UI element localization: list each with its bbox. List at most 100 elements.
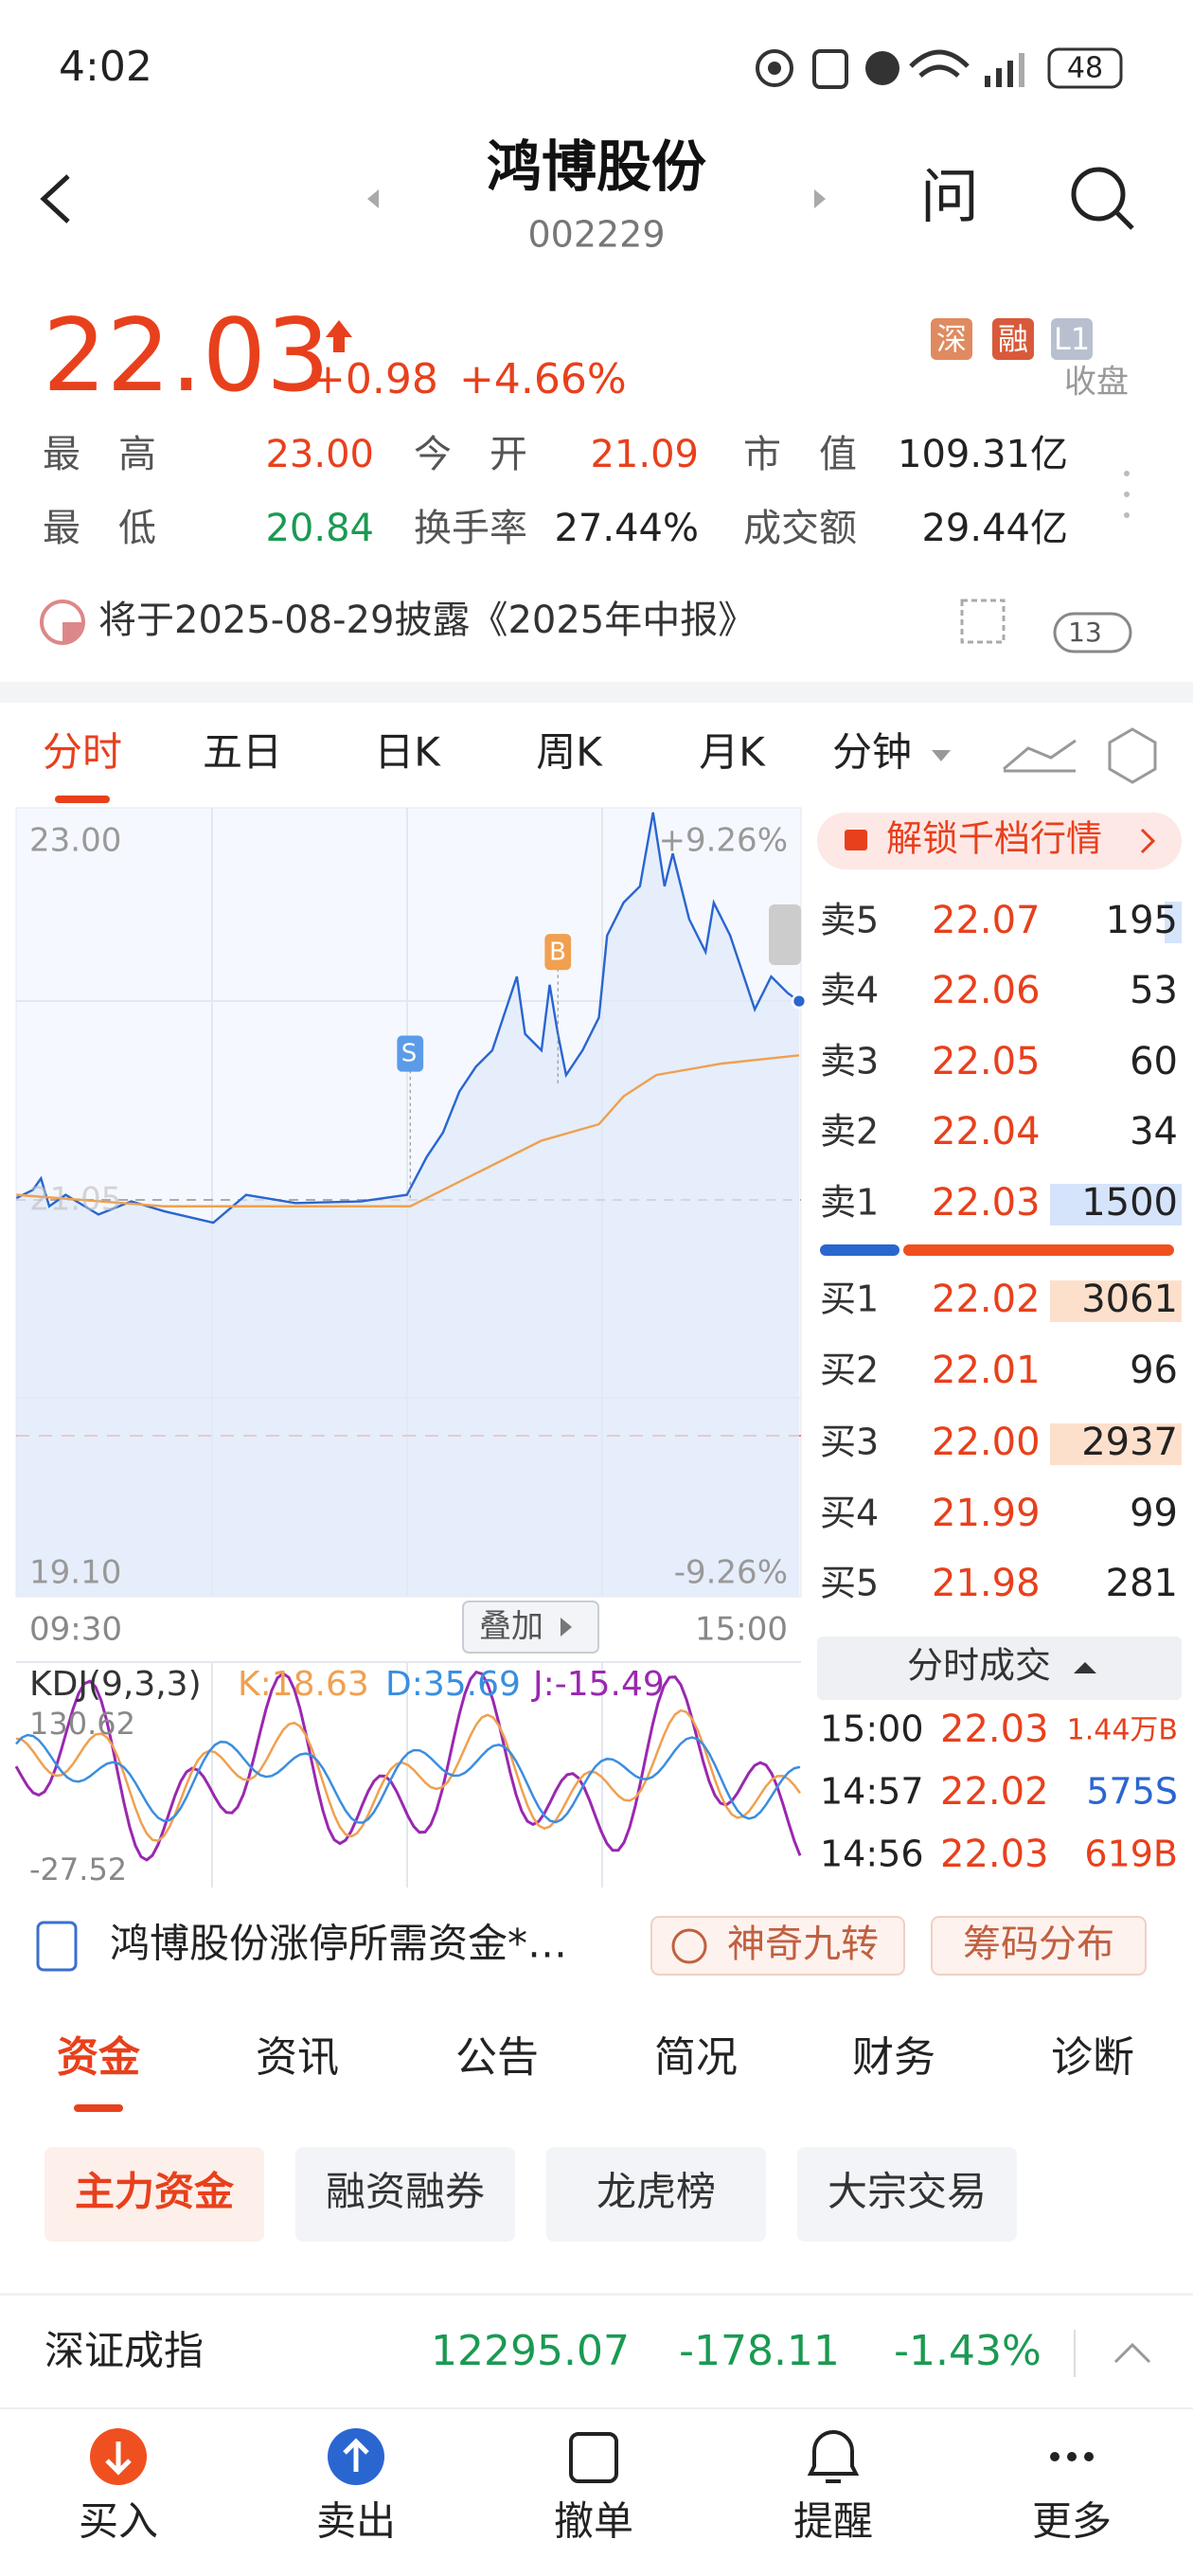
sub-tab[interactable] [295,2147,515,2242]
trade-time: 15:00 [820,1708,924,1750]
unlock-button[interactable] [817,813,1182,869]
trade-volume: 619B [1084,1834,1178,1875]
section-tab[interactable]: 财务 [852,2033,935,2082]
notice-count: 13 [1068,617,1102,648]
stat-label: 最 低 [43,507,156,550]
trade-price: 22.03 [940,1708,1049,1751]
unlock-label: 解锁千档行情 [886,818,1102,860]
back-button[interactable] [40,174,70,224]
ratio-sell [903,1244,1174,1256]
overlay-arrow [561,1618,572,1637]
more-icon [1050,2452,1059,2461]
kdj-max: 130.62 [29,1706,135,1742]
section-tab[interactable]: 简况 [654,2033,738,2082]
doc-icon [36,1921,78,1972]
book-volume: 281 [1106,1562,1178,1605]
up-arrow [326,320,352,352]
stat-value: 27.44% [554,507,699,550]
sub-tab-label: 大宗交易 [828,2169,987,2215]
book-price: 22.03 [932,1181,1041,1225]
chart-tab[interactable]: 分钟 [832,729,912,776]
section-tab[interactable]: 资讯 [256,2033,339,2082]
section-tab[interactable]: 公告 [455,2033,539,2082]
y-high: 23.00 [29,822,121,860]
nav-label[interactable]: 更多 [1032,2498,1112,2545]
notice-text[interactable]: 将于2025-08-29披露《2025年中报》 [98,599,756,642]
nav-label[interactable]: 提醒 [793,2498,873,2545]
book-price: 22.02 [932,1278,1041,1321]
trades-header[interactable] [817,1637,1182,1700]
kdj-grid [16,1661,801,1887]
calendar-icon[interactable] [960,599,1006,644]
nav-label[interactable]: 买入 [79,2498,158,2545]
collapse-handle[interactable] [769,904,801,965]
kdj-line [15,1708,802,1842]
time-end: 15:00 [695,1611,788,1649]
chips-button[interactable] [931,1916,1147,1976]
more-icon [1067,2452,1077,2461]
notice-count-badge[interactable] [1053,612,1132,653]
chart-tab[interactable]: 五日 [203,729,282,776]
kdj-line [14,1670,802,1862]
market-tag-label: 融 [998,321,1028,357]
market-tag [1051,318,1093,360]
sub-tab-label: 龙虎榜 [596,2169,716,2215]
nine-button[interactable] [650,1916,905,1976]
stat-value: 20.84 [265,507,374,550]
book-label: 买1 [820,1279,879,1320]
sub-tab[interactable] [45,2147,264,2242]
bell-icon [807,2430,860,2483]
section-underline [74,2104,123,2112]
index-pct: -1.43% [894,2327,1042,2375]
indicator-icon[interactable] [1003,739,1077,773]
market-tag [992,318,1034,360]
lock-icon [845,830,867,850]
nav-label[interactable]: 卖出 [316,2498,396,2545]
book-label: 卖1 [820,1182,879,1224]
nine-label: 神奇九转 [727,1923,879,1966]
section-tab[interactable]: 诊断 [1051,2033,1134,2082]
trade-volume: 575S [1086,1771,1178,1813]
book-price: 21.98 [932,1562,1041,1605]
book-label: 卖2 [820,1111,879,1153]
book-volume: 195 [1106,899,1178,942]
overlay-button[interactable] [462,1601,599,1654]
book-label: 卖4 [820,970,879,1011]
chart-tab[interactable]: 月K [699,729,766,776]
market-tag-label: 深 [936,321,967,357]
prev-stock[interactable] [367,189,379,208]
cancel-icon [569,2432,618,2483]
kdj-line [15,1733,801,1824]
book-price: 22.06 [932,969,1041,1012]
sub-tab[interactable] [797,2147,1017,2242]
price: 22.03 [43,297,329,414]
limit-up-link[interactable]: 鸿博股份涨停所需资金*… [110,1921,567,1967]
chart-tab[interactable]: 日K [374,729,441,776]
volume-highlight [1050,1184,1182,1225]
kdj-j: J:-15.49 [531,1665,665,1704]
index-name: 深证成指 [45,2328,204,2374]
stat-label: 换手率 [414,507,527,550]
chart-tab[interactable]: 周K [536,729,603,776]
chips-label: 筹码分布 [963,1923,1114,1966]
book-volume: 3061 [1081,1278,1178,1321]
book-label: 卖5 [820,900,879,941]
pct-high: +9.26% [659,822,789,860]
section-tab[interactable]: 资金 [57,2033,141,2082]
next-stock[interactable] [814,189,826,208]
ask-button[interactable]: 问 [920,162,979,231]
stat-value: 29.44亿 [921,507,1068,550]
search-button[interactable] [1071,167,1134,230]
nav-label[interactable]: 撤单 [554,2498,633,2545]
settings-icon[interactable] [1108,727,1157,784]
expand-button[interactable] [1113,2342,1151,2364]
more-dots[interactable] [1124,471,1130,518]
sub-tab[interactable] [546,2147,766,2242]
ratio-buy [820,1244,899,1256]
chart-tab[interactable]: 分时 [43,729,122,776]
stat-label: 今 开 [414,433,527,476]
book-label: 买4 [820,1493,879,1534]
kdj-lines [14,1670,802,1862]
battery [1047,47,1123,89]
